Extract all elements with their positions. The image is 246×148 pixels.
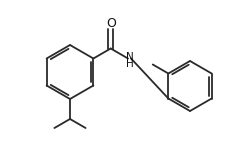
Text: H: H — [126, 58, 134, 69]
Text: O: O — [106, 16, 116, 29]
Text: N: N — [126, 52, 134, 62]
